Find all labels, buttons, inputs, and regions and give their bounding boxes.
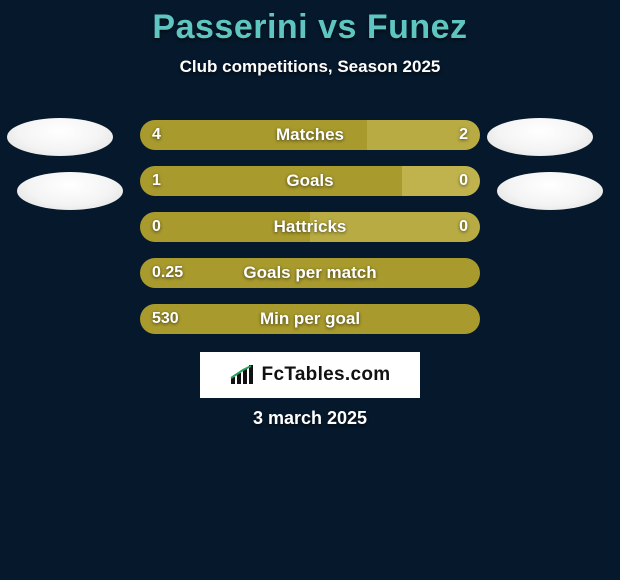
metric-label: Matches (140, 120, 480, 150)
value-left: 1 (152, 166, 161, 196)
metric-label: Min per goal (140, 304, 480, 334)
value-left: 530 (152, 304, 179, 334)
page-title: Passerini vs Funez (0, 0, 620, 47)
stat-row: Goals1 0 (0, 166, 620, 196)
value-right: 2 (459, 120, 468, 150)
comparison-infographic: Passerini vs Funez Club competitions, Se… (0, 0, 620, 580)
metric-label: Hattricks (140, 212, 480, 242)
footer-date: 3 march 2025 (0, 408, 620, 429)
branding-box: FcTables.com (200, 352, 420, 398)
stat-row: Matches4 2 (0, 120, 620, 150)
branding-text: FcTables.com (262, 364, 391, 386)
value-left: 0 (152, 212, 161, 242)
value-left: 0.25 (152, 258, 183, 288)
value-right: 0 (459, 166, 468, 196)
metric-label: Goals (140, 166, 480, 196)
stat-rows: Matches42Goals10Hattricks00Goals per mat… (0, 120, 620, 350)
subtitle: Club competitions, Season 2025 (0, 57, 620, 77)
value-left: 4 (152, 120, 161, 150)
value-right: 0 (459, 212, 468, 242)
metric-label: Goals per match (140, 258, 480, 288)
stat-row: Hattricks0 0 (0, 212, 620, 242)
stat-row: Goals per match0.25 (0, 258, 620, 288)
stat-row: Min per goal530 (0, 304, 620, 334)
bars-icon (230, 365, 256, 385)
